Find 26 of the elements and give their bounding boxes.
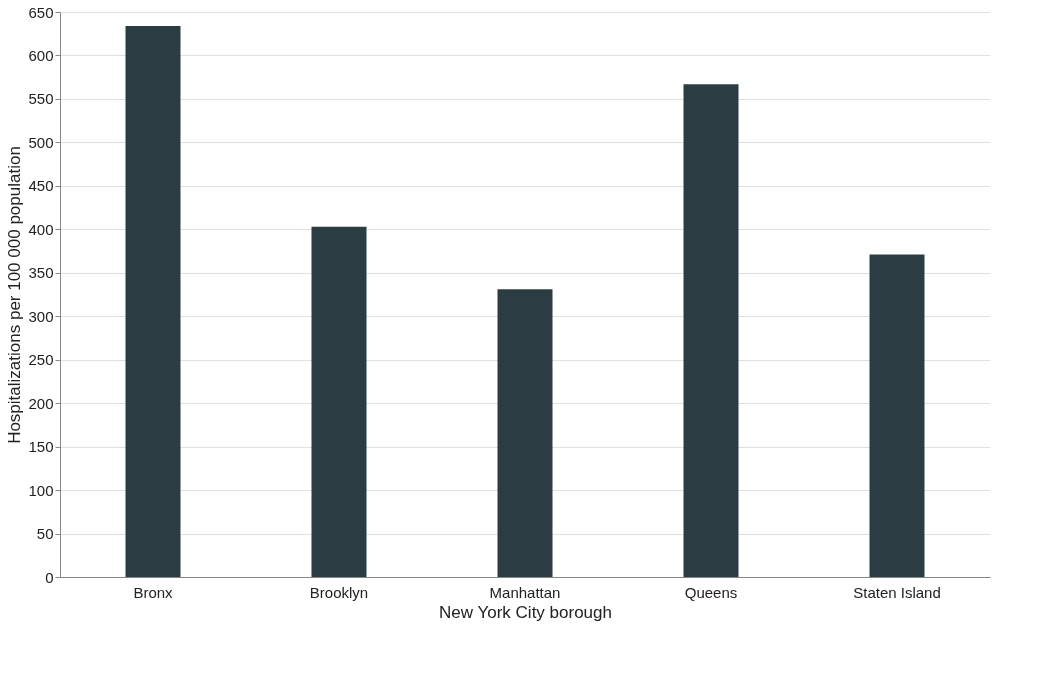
y-tick-label: 450 (28, 177, 54, 195)
x-axis-title: New York City borough (439, 602, 612, 622)
x-tick-label: Staten Island (853, 583, 941, 601)
bar (497, 289, 553, 577)
bar (683, 84, 739, 577)
y-tick-label: 650 (28, 3, 54, 21)
y-tick-label: 500 (28, 133, 54, 151)
y-tick-label: 250 (28, 351, 54, 369)
y-tick-label: 400 (28, 220, 54, 238)
x-tick-label: Manhattan (489, 583, 561, 601)
y-tick-label: 150 (28, 438, 54, 456)
x-tick-label: Bronx (133, 583, 174, 601)
y-tick-label: 300 (28, 307, 54, 325)
y-tick-label: 100 (28, 481, 54, 499)
y-axis-title: Hospitalizations per 100 000 population (5, 146, 25, 444)
x-tick-label: Brooklyn (309, 583, 369, 601)
y-tick-label: 350 (28, 264, 54, 282)
bar (125, 25, 181, 577)
y-tick-label: 200 (28, 394, 54, 412)
x-tick-label: Queens (684, 583, 738, 601)
y-tick-label: 50 (36, 525, 54, 543)
y-tick-label: 550 (28, 90, 54, 108)
bar (311, 226, 367, 577)
y-tick-label: 0 (45, 568, 54, 586)
bar (869, 254, 925, 577)
y-tick-label: 600 (28, 46, 54, 64)
